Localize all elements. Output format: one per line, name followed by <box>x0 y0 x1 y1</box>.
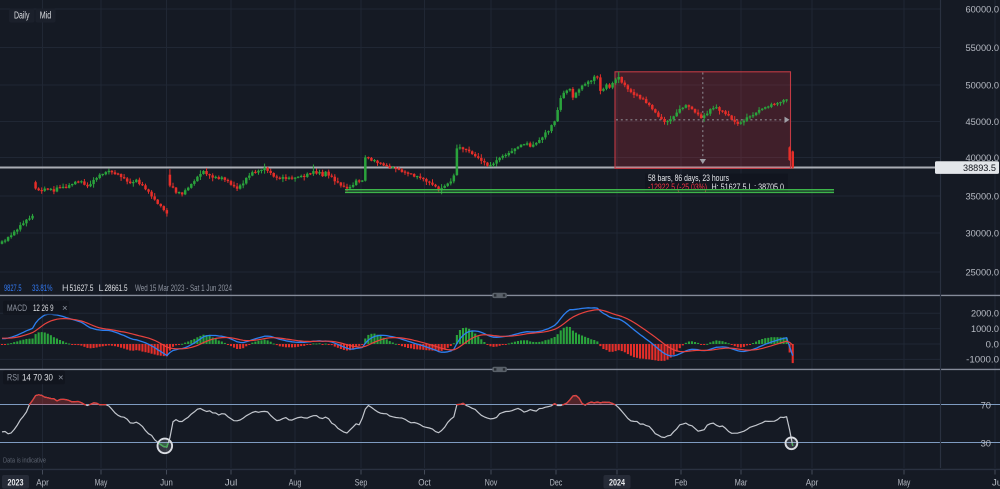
svg-text:55000.0: 55000.0 <box>966 42 1000 53</box>
svg-text:L: L <box>99 283 104 293</box>
svg-text:Feb: Feb <box>675 477 688 488</box>
svg-text:60000.0: 60000.0 <box>966 3 1000 14</box>
svg-text:-12922.5 (-25.03%): -12922.5 (-25.03%) <box>648 182 707 192</box>
svg-text:40000.0: 40000.0 <box>966 152 1000 163</box>
svg-text:51627.5: 51627.5 <box>70 283 94 293</box>
svg-text:MACD: MACD <box>7 303 27 313</box>
svg-text:12 26 9: 12 26 9 <box>33 303 54 313</box>
svg-text:30000.0: 30000.0 <box>966 227 1000 238</box>
svg-text:×: × <box>58 373 64 384</box>
svg-text:9827.5: 9827.5 <box>4 283 22 293</box>
svg-text:May: May <box>95 477 108 488</box>
svg-text:0.0: 0.0 <box>986 338 999 349</box>
svg-text:50000.0: 50000.0 <box>966 79 1000 90</box>
svg-text:Oct: Oct <box>418 477 431 488</box>
svg-text:Daily: Daily <box>14 11 30 22</box>
svg-text:May: May <box>898 477 911 488</box>
svg-text:Mar: Mar <box>735 477 748 488</box>
svg-text:14 70 30: 14 70 30 <box>22 372 53 382</box>
svg-text:33.81%: 33.81% <box>32 283 53 293</box>
svg-text:Mid: Mid <box>40 11 52 22</box>
svg-text:Apr: Apr <box>806 477 819 488</box>
svg-text:38893.5: 38893.5 <box>963 162 996 173</box>
svg-text:Apr: Apr <box>36 477 49 488</box>
svg-text:Data is indicative: Data is indicative <box>3 457 46 464</box>
svg-text:45000.0: 45000.0 <box>966 116 1000 127</box>
svg-text:H: H <box>62 283 69 293</box>
svg-text:Aug: Aug <box>289 477 302 488</box>
svg-text:Sep: Sep <box>355 477 368 488</box>
svg-text:Jun: Jun <box>160 477 173 488</box>
svg-text:2023: 2023 <box>8 477 24 488</box>
svg-text:35000.0: 35000.0 <box>966 190 1000 201</box>
svg-text:Nov: Nov <box>485 477 498 488</box>
svg-text:28661.5: 28661.5 <box>105 283 128 293</box>
svg-text:Ju: Ju <box>992 477 1000 488</box>
svg-text:2024: 2024 <box>609 477 625 488</box>
svg-text:Dec: Dec <box>550 477 563 488</box>
svg-text:Wed 15 Mar 2023 - Sat 1 Jun 20: Wed 15 Mar 2023 - Sat 1 Jun 2024 <box>135 283 232 293</box>
svg-text:25000.0: 25000.0 <box>966 266 1000 277</box>
svg-text:1000.0: 1000.0 <box>971 323 999 334</box>
svg-text:×: × <box>62 303 68 314</box>
svg-text:H: 51627.5 L : 38705.0: H: 51627.5 L : 38705.0 <box>712 182 785 192</box>
svg-text:2000.0: 2000.0 <box>971 308 999 319</box>
svg-text:70: 70 <box>981 399 991 410</box>
svg-text:30: 30 <box>981 437 991 448</box>
svg-text:RSI: RSI <box>7 372 19 382</box>
svg-text:-1000.0: -1000.0 <box>966 354 999 365</box>
svg-text:58 bars, 86 days, 23 hours: 58 bars, 86 days, 23 hours <box>648 173 729 183</box>
svg-text:Jul: Jul <box>225 477 238 488</box>
